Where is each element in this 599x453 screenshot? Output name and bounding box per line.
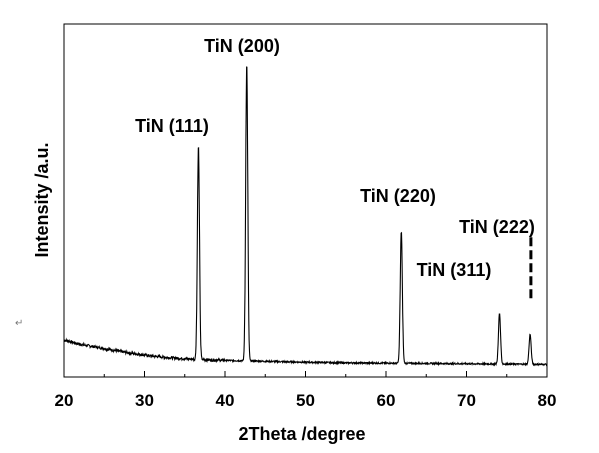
paragraph-mark: ↵ xyxy=(15,318,24,329)
series-line xyxy=(63,66,548,367)
peak-label: TiN (311) xyxy=(417,260,492,280)
plot-frame xyxy=(63,23,548,378)
x-ticks xyxy=(63,371,548,377)
x-tick-label: 40 xyxy=(216,391,235,410)
x-tick-labels: 20 30 40 50 60 70 80 xyxy=(55,391,557,410)
peak-label: TiN (220) xyxy=(360,186,436,206)
x-tick-label: 20 xyxy=(55,391,74,410)
x-tick-label: 70 xyxy=(457,391,476,410)
x-tick-label: 30 xyxy=(135,391,154,410)
peak-labels: TiN (111) TiN (200) TiN (220) TiN (311) TiN … xyxy=(135,36,535,280)
x-tick-label: 80 xyxy=(538,391,557,410)
x-tick-label: 50 xyxy=(296,391,315,410)
x-axis-title: 2Theta /degree xyxy=(238,424,365,444)
peak-label: TiN (111) xyxy=(135,116,209,136)
peak-label: TiN (222) xyxy=(459,217,535,237)
x-tick-label: 60 xyxy=(377,391,396,410)
peak-label: TiN (200) xyxy=(204,36,280,56)
y-axis-title: Intensity /a.u. xyxy=(32,142,52,257)
